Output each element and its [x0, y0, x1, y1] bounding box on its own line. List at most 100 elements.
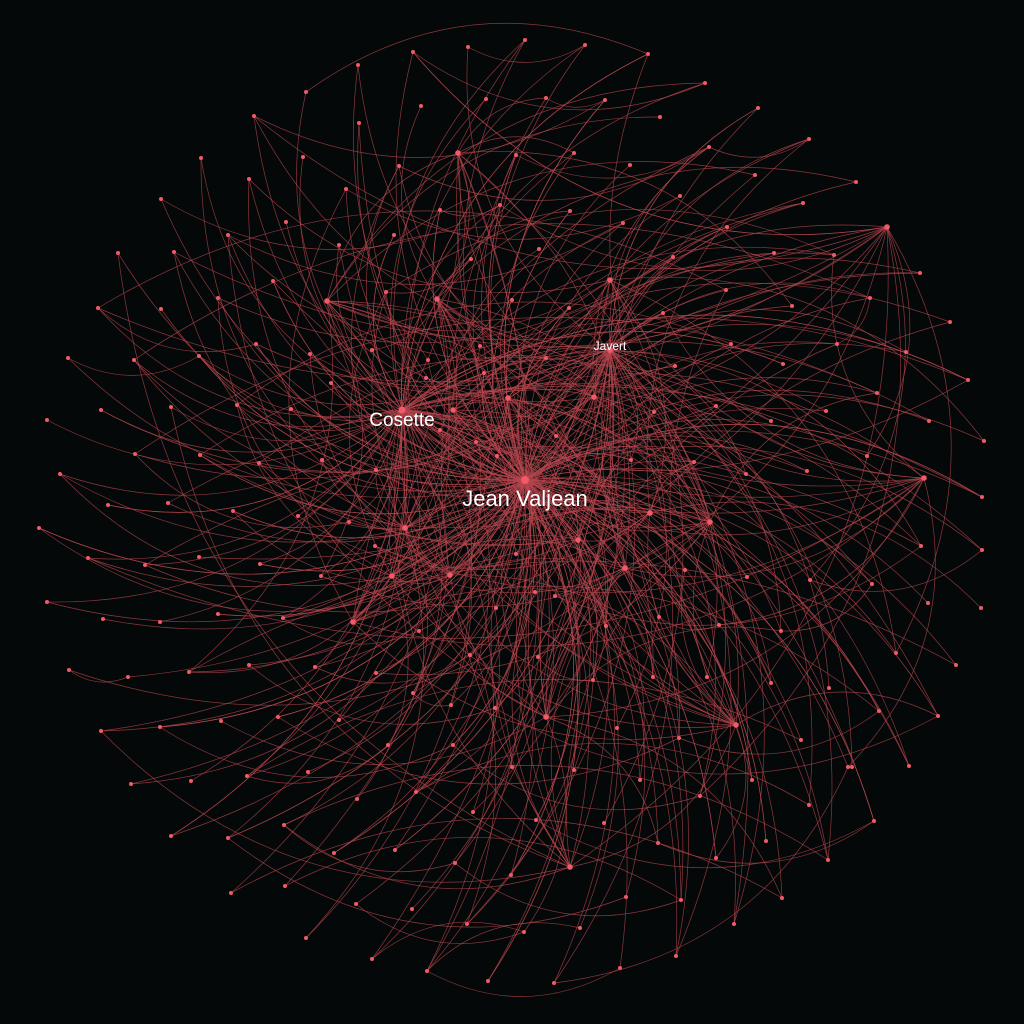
- graph-node[interactable]: [66, 356, 70, 360]
- graph-node[interactable]: [572, 768, 576, 772]
- graph-node[interactable]: [411, 691, 415, 695]
- graph-node[interactable]: [478, 344, 482, 348]
- graph-node[interactable]: [392, 233, 396, 237]
- graph-node[interactable]: [276, 715, 280, 719]
- graph-node[interactable]: [591, 678, 595, 682]
- graph-node[interactable]: [304, 936, 308, 940]
- graph-node[interactable]: [374, 671, 378, 675]
- graph-node[interactable]: [355, 797, 359, 801]
- graph-node[interactable]: [658, 115, 662, 119]
- graph-node[interactable]: [357, 121, 361, 125]
- graph-node[interactable]: [628, 163, 632, 167]
- graph-node[interactable]: [453, 861, 457, 865]
- graph-node[interactable]: [510, 765, 514, 769]
- graph-node[interactable]: [707, 145, 711, 149]
- graph-node[interactable]: [868, 296, 872, 300]
- graph-node[interactable]: [304, 90, 308, 94]
- graph-node[interactable]: [219, 719, 223, 723]
- graph-node[interactable]: [602, 821, 606, 825]
- graph-node[interactable]: [832, 253, 836, 257]
- graph-node[interactable]: [386, 743, 390, 747]
- graph-node[interactable]: [604, 624, 608, 628]
- graph-node[interactable]: [622, 565, 628, 571]
- node-jean-valjean[interactable]: [521, 476, 529, 484]
- graph-node[interactable]: [523, 38, 527, 42]
- graph-node[interactable]: [86, 556, 90, 560]
- graph-node[interactable]: [544, 96, 548, 100]
- graph-node[interactable]: [226, 836, 230, 840]
- graph-node[interactable]: [745, 575, 749, 579]
- graph-node[interactable]: [683, 568, 687, 572]
- graph-node[interactable]: [692, 460, 696, 464]
- graph-node[interactable]: [143, 563, 147, 567]
- graph-node[interactable]: [514, 552, 518, 556]
- graph-node[interactable]: [469, 257, 473, 261]
- graph-node[interactable]: [466, 45, 470, 49]
- graph-node[interactable]: [373, 544, 377, 548]
- graph-node[interactable]: [624, 895, 628, 899]
- graph-node[interactable]: [482, 371, 486, 375]
- graph-node[interactable]: [790, 304, 794, 308]
- graph-node[interactable]: [411, 50, 415, 54]
- graph-node[interactable]: [769, 419, 773, 423]
- graph-node[interactable]: [769, 681, 773, 685]
- graph-node[interactable]: [257, 461, 261, 465]
- graph-node[interactable]: [733, 722, 739, 728]
- graph-node[interactable]: [332, 851, 336, 855]
- graph-node[interactable]: [764, 839, 768, 843]
- node-cosette[interactable]: [398, 406, 406, 414]
- graph-node[interactable]: [67, 668, 71, 672]
- graph-node[interactable]: [651, 675, 655, 679]
- graph-node[interactable]: [705, 675, 709, 679]
- graph-node[interactable]: [281, 616, 285, 620]
- graph-node[interactable]: [166, 501, 170, 505]
- graph-node[interactable]: [980, 548, 984, 552]
- graph-node[interactable]: [447, 572, 453, 578]
- graph-node[interactable]: [510, 298, 514, 302]
- graph-node[interactable]: [101, 617, 105, 621]
- graph-node[interactable]: [807, 803, 811, 807]
- graph-node[interactable]: [245, 774, 249, 778]
- graph-node[interactable]: [283, 884, 287, 888]
- graph-node[interactable]: [744, 472, 748, 476]
- graph-node[interactable]: [552, 981, 556, 985]
- graph-node[interactable]: [801, 201, 805, 205]
- graph-node[interactable]: [808, 578, 812, 582]
- graph-node[interactable]: [116, 251, 120, 255]
- graph-node[interactable]: [805, 469, 809, 473]
- graph-node[interactable]: [854, 180, 858, 184]
- graph-node[interactable]: [509, 873, 513, 877]
- graph-node[interactable]: [575, 537, 581, 543]
- graph-node[interactable]: [197, 354, 201, 358]
- graph-node[interactable]: [319, 574, 323, 578]
- graph-node[interactable]: [921, 475, 927, 481]
- graph-node[interactable]: [126, 675, 130, 679]
- graph-node[interactable]: [894, 651, 898, 655]
- graph-node[interactable]: [884, 224, 890, 230]
- graph-node[interactable]: [780, 896, 784, 900]
- graph-node[interactable]: [674, 954, 678, 958]
- graph-node[interactable]: [449, 703, 453, 707]
- graph-node[interactable]: [948, 320, 952, 324]
- graph-node[interactable]: [402, 525, 408, 531]
- graph-node[interactable]: [724, 288, 728, 292]
- graph-node[interactable]: [618, 966, 622, 970]
- graph-node[interactable]: [826, 858, 830, 862]
- graph-node[interactable]: [936, 714, 940, 718]
- graph-node[interactable]: [37, 526, 41, 530]
- graph-node[interactable]: [434, 296, 440, 302]
- graph-node[interactable]: [652, 410, 656, 414]
- graph-node[interactable]: [96, 306, 100, 310]
- graph-node[interactable]: [254, 342, 258, 346]
- graph-node[interactable]: [607, 277, 613, 283]
- graph-node[interactable]: [159, 307, 163, 311]
- graph-node[interactable]: [661, 311, 665, 315]
- graph-node[interactable]: [229, 891, 233, 895]
- graph-node[interactable]: [567, 306, 571, 310]
- graph-node[interactable]: [505, 395, 511, 401]
- graph-node[interactable]: [451, 743, 455, 747]
- node-label-javert[interactable]: Javert: [594, 339, 627, 353]
- graph-node[interactable]: [419, 104, 423, 108]
- graph-node[interactable]: [536, 655, 540, 659]
- graph-node[interactable]: [455, 150, 461, 156]
